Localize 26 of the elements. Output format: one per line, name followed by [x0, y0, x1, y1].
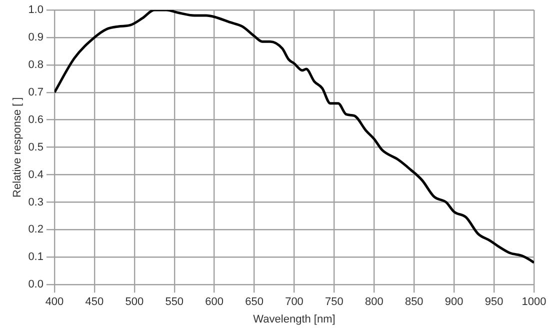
- x-tick-label: 500: [125, 296, 144, 308]
- y-tick-label: 0.3: [28, 196, 44, 208]
- y-tick-label: 0.8: [28, 58, 44, 71]
- x-tick-label: 600: [205, 296, 224, 308]
- x-tick-label: 800: [364, 296, 384, 308]
- y-axis-title: Relative response [ ]: [12, 97, 24, 198]
- y-tick-label: 1.0: [28, 4, 44, 16]
- x-tick-label: 750: [325, 296, 344, 308]
- x-tick-label: 1000: [522, 296, 546, 308]
- y-tick-label: 0.0: [28, 278, 44, 291]
- y-tick-label: 0.2: [28, 224, 44, 236]
- x-tick-label: 850: [404, 296, 424, 308]
- x-tick-label: 550: [165, 296, 184, 308]
- x-tick-label: 650: [245, 296, 264, 308]
- y-tick-label: 0.5: [28, 141, 44, 154]
- y-tick-label: 0.9: [28, 31, 44, 44]
- y-tick-label: 0.7: [28, 86, 44, 98]
- y-tick-label: 0.4: [28, 168, 44, 181]
- y-tick-label: 0.1: [28, 251, 44, 264]
- x-tick-label: 700: [285, 296, 304, 308]
- x-axis-title: Wavelength [nm]: [253, 313, 336, 326]
- x-tick-label: 400: [45, 296, 64, 308]
- x-tick-label: 950: [484, 296, 504, 308]
- x-tick-label: 450: [85, 296, 104, 308]
- y-tick-label: 0.6: [28, 114, 44, 126]
- x-tick-label: 900: [444, 296, 464, 308]
